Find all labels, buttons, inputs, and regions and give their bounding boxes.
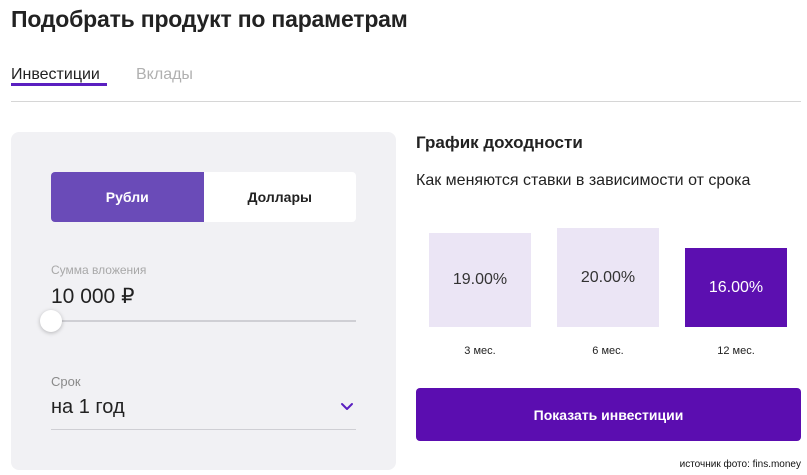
amount-value[interactable]: 10 000 ₽ (51, 285, 135, 308)
currency-dollars-button[interactable]: Доллары (203, 172, 356, 222)
currency-rubles-button[interactable]: Рубли (51, 172, 204, 222)
amount-slider-track[interactable] (51, 320, 356, 322)
yield-bar[interactable]: 16.00% (685, 248, 787, 327)
term-label: Срок (51, 374, 81, 389)
photo-source: источник фото: finѕ.money (679, 459, 801, 470)
amount-slider-thumb[interactable] (40, 310, 62, 332)
chart-subtitle: Как меняются ставки в зависимости от сро… (416, 172, 751, 189)
chevron-down-icon (341, 403, 353, 410)
show-investments-button[interactable]: Показать инвестиции (416, 388, 801, 441)
tab-investments-label: Инвестиции (11, 66, 100, 83)
active-tab-indicator (11, 83, 107, 86)
yield-bar-value: 16.00% (708, 278, 764, 296)
yield-bar[interactable]: 20.00% (557, 228, 659, 327)
chart-title: График доходности (416, 133, 583, 152)
yield-bar-term-label: 3 мес. (464, 345, 496, 357)
term-value: на 1 год (51, 396, 125, 418)
tab-deposits[interactable]: Вклады (136, 66, 193, 83)
tab-bar: Инвестиции Вклады (11, 66, 801, 102)
tab-investments[interactable]: Инвестиции (11, 66, 107, 86)
yield-bar-term-label: 12 мес. (717, 345, 755, 357)
yield-bar[interactable]: 19.00% (429, 233, 531, 327)
parameters-card: Рубли Доллары Сумма вложения 10 000 ₽ Ср… (11, 132, 396, 470)
yield-bar-value: 19.00% (452, 271, 508, 288)
amount-label: Сумма вложения (51, 263, 147, 277)
yield-bar-value: 20.00% (580, 268, 636, 286)
page-title: Подобрать продукт по параметрам (11, 6, 408, 32)
yield-bar-term-label: 6 мес. (592, 345, 624, 357)
term-select[interactable]: на 1 год (51, 394, 356, 430)
currency-switch: Рубли Доллары (51, 172, 356, 222)
